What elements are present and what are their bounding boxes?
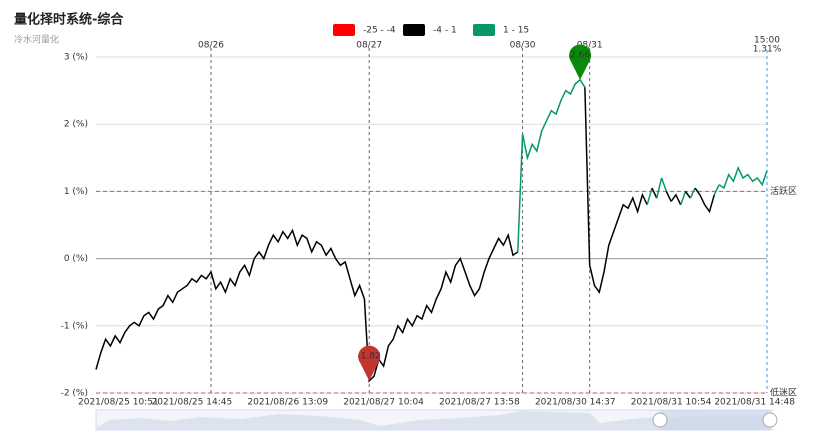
y-tick-label: 2 (%) bbox=[64, 120, 88, 130]
chart-subtitle: 冷水河量化 bbox=[14, 34, 59, 46]
line-connector bbox=[665, 191, 672, 202]
min-point: -1.82 bbox=[358, 345, 381, 381]
line-series bbox=[670, 193, 682, 206]
x-tick-label: 2021/08/31 14:48 bbox=[714, 398, 795, 408]
x-tick-label: 2021/08/27 10:04 bbox=[343, 398, 424, 408]
legend-swatch bbox=[403, 24, 425, 36]
legend-label: -4 - 1 bbox=[433, 26, 457, 36]
mark-line-label: 活跃区 bbox=[770, 185, 797, 197]
line-series bbox=[699, 194, 716, 214]
line-connector bbox=[646, 187, 653, 206]
legend-swatch bbox=[473, 24, 495, 36]
max-point: 2.66 bbox=[569, 44, 592, 80]
legend-label: -25 - -4 bbox=[363, 26, 396, 36]
day-label: 08/30 bbox=[510, 41, 536, 51]
line-connector bbox=[651, 187, 658, 199]
x-tick-label: 2021/08/26 13:09 bbox=[247, 398, 328, 408]
y-tick-label: -1 (%) bbox=[61, 321, 88, 331]
max-point-pin bbox=[569, 44, 592, 80]
day-label: 08/31 bbox=[577, 41, 603, 51]
chart-title: 量化择时系统-综合 bbox=[14, 12, 124, 28]
x-tick-label: 2021/08/30 14:37 bbox=[535, 398, 616, 408]
line-series bbox=[718, 165, 768, 190]
zoom-handle[interactable] bbox=[762, 412, 778, 428]
end-value: 1.31% bbox=[753, 45, 782, 55]
mark-line-label: 低迷区 bbox=[770, 387, 797, 399]
x-tick-label: 2021/08/25 14:45 bbox=[152, 398, 233, 408]
x-tick-label: 2021/08/25 10:51 bbox=[78, 398, 159, 408]
min-point-pin bbox=[358, 345, 381, 381]
line-series bbox=[588, 192, 648, 294]
y-tick-label: 1 (%) bbox=[64, 187, 88, 197]
line-connector bbox=[713, 184, 720, 196]
zoom-handle[interactable] bbox=[652, 412, 668, 428]
y-tick-label: 0 (%) bbox=[64, 254, 88, 264]
y-tick-label: 3 (%) bbox=[64, 53, 88, 63]
line-connector bbox=[680, 191, 687, 206]
legend-label: 1 - 15 bbox=[503, 26, 529, 36]
day-label: 08/26 bbox=[198, 41, 224, 51]
line-connector bbox=[694, 187, 701, 196]
line-connector bbox=[684, 190, 691, 199]
line-connector bbox=[689, 187, 696, 199]
data-zoom[interactable] bbox=[95, 409, 778, 431]
x-tick-label: 2021/08/27 13:58 bbox=[439, 398, 520, 408]
y-tick-label: -2 (%) bbox=[61, 389, 88, 399]
line-series bbox=[95, 228, 519, 383]
max-point-label: 2.66 bbox=[570, 50, 590, 60]
line-connector bbox=[517, 134, 524, 252]
line-series bbox=[660, 177, 668, 192]
min-point-label: -1.82 bbox=[358, 351, 381, 361]
zoom-window[interactable] bbox=[660, 410, 770, 430]
line-connector bbox=[584, 87, 591, 266]
line-connector bbox=[656, 177, 663, 199]
zoom-preview bbox=[96, 411, 772, 430]
end-time: 15:00 bbox=[754, 36, 780, 46]
day-label: 08/27 bbox=[356, 41, 382, 51]
line-series bbox=[521, 78, 586, 161]
legend-swatch bbox=[333, 24, 355, 36]
x-tick-label: 2021/08/31 10:54 bbox=[631, 398, 712, 408]
